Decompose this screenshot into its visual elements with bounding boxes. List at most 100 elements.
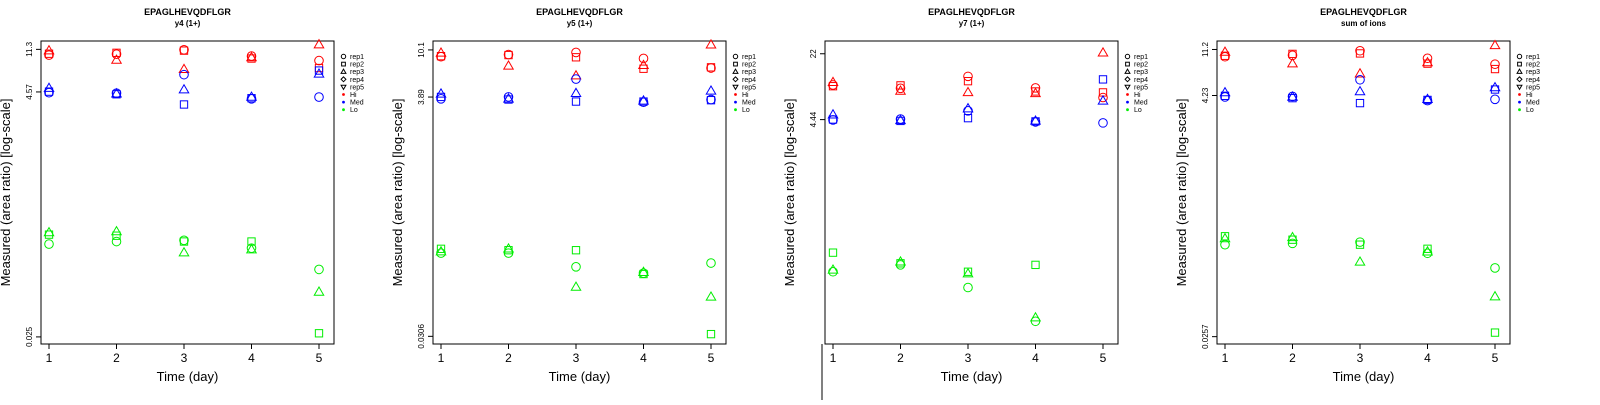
data-point [245,91,258,101]
chart-subtitle: y5 (1+) [567,19,593,28]
data-point [637,94,650,105]
x-axis-label: Time (day) [1333,369,1395,384]
legend-marker [1124,84,1131,91]
data-point [43,226,55,237]
legend-marker [1517,61,1522,67]
legend-dot [1126,93,1129,96]
data-point [638,53,649,64]
legend-marker [1516,76,1523,83]
legend-dot [1518,100,1521,104]
legend-item-Lo: Lo [1526,107,1534,114]
data-point [1031,260,1040,270]
data-point [314,264,324,275]
data-point [313,68,325,78]
data-point [963,113,973,123]
x-tick-label: 5 [316,351,323,365]
chart-subtitle: y7 (1+) [959,19,985,28]
legend-dot [342,93,345,96]
data-point [1288,49,1297,59]
data-point [706,63,716,72]
data-point [1489,81,1501,92]
data-point [1287,238,1298,249]
data-point [178,63,190,74]
legend-item-Lo: Lo [742,107,750,114]
data-point [896,81,905,90]
data-point [828,248,838,257]
legend-dot [342,100,345,104]
data-point [1097,46,1109,57]
legend-marker [732,76,739,83]
data-point [571,246,581,255]
y-tick-label: 0.0306 [417,324,426,349]
data-point [895,83,906,94]
data-point [962,86,974,97]
data-point [179,235,189,246]
chart-subtitle: y4 (1+) [175,19,201,28]
legend-marker [1124,76,1131,83]
data-point [706,96,716,105]
chart-title: EPAGLHEVQDFLGR [144,7,231,17]
data-point [179,46,189,55]
data-point [827,108,839,119]
chart-title: EPAGLHEVQDFLGR [536,7,623,17]
data-point [245,51,258,62]
data-point [436,248,446,258]
legend-item-rep5: rep5 [742,84,756,91]
data-point [1029,311,1042,322]
legend-marker [732,68,739,74]
data-point [1490,64,1500,74]
legend-marker [341,61,346,67]
y-tick-label: 0.025 [25,326,34,347]
x-tick-label: 5 [1492,351,1499,365]
data-point [1489,39,1501,50]
data-point [963,71,973,82]
y-tick-label: 22 [809,49,818,58]
legend-item-rep4: rep4 [1526,77,1540,84]
data-point [894,255,907,266]
data-point [111,236,122,247]
legend-item-Hi: Hi [1526,92,1533,99]
x-tick-label: 2 [113,351,120,365]
data-point [571,47,581,58]
chart-panel-4: EPAGLHEVQDFLGR sum of ions 11.2 4.23 0.0257 1… [1174,7,1540,384]
legend-dot [734,93,737,96]
data-point [828,266,838,277]
plot-frame [432,40,727,345]
y-axis-label: Measured (area ratio) [log-scale] [782,99,797,287]
data-point [111,49,122,59]
data-point [894,114,907,125]
legend-marker [732,53,739,60]
x-tick-label: 4 [1424,351,1431,365]
x-tick-label: 3 [573,351,580,365]
data-point [1219,46,1231,56]
data-point [436,244,446,253]
legend-marker [340,84,347,91]
legend-marker [340,53,347,60]
data-point [570,87,582,97]
data-point [1286,91,1299,101]
data-point [1355,74,1365,85]
y-tick-label: 4.23 [1201,87,1210,103]
legend-item-Lo: Lo [1134,107,1142,114]
legend-marker [1516,68,1523,74]
data-point [43,44,55,55]
legend-item-rep4: rep4 [350,77,364,84]
data-point [637,266,650,276]
data-point [112,48,121,57]
data-point [178,246,190,257]
y-axis-label: Measured (area ratio) [log-scale] [0,99,13,287]
legend-item-rep2: rep2 [1134,62,1148,69]
data-point [179,69,189,80]
legend-marker [732,84,739,91]
data-point [828,82,838,91]
data-point [1355,49,1365,58]
data-point [503,248,514,258]
data-point [1489,290,1501,301]
x-tick-label: 1 [438,351,445,365]
data-point [705,85,717,95]
data-point [1029,87,1042,98]
legend-item-Hi: Hi [350,92,357,99]
chart-subtitle: sum of ions [1341,19,1386,28]
